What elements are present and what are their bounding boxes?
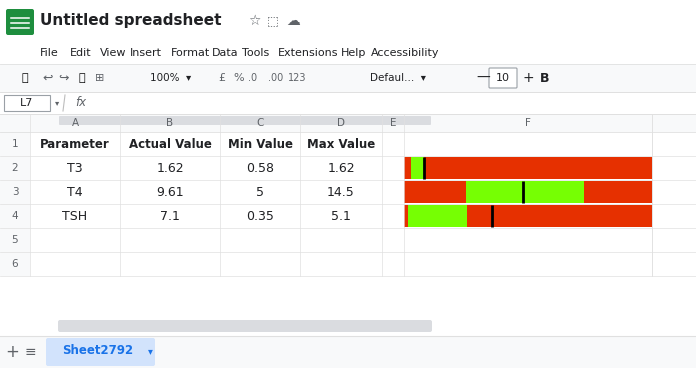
Text: ☁: ☁ <box>286 14 300 28</box>
FancyBboxPatch shape <box>0 228 30 252</box>
Text: Actual Value: Actual Value <box>129 138 212 151</box>
Text: 🖨: 🖨 <box>79 73 86 83</box>
Text: 0.58: 0.58 <box>246 162 274 174</box>
Text: C: C <box>256 118 264 128</box>
Text: Insert: Insert <box>130 48 162 58</box>
Text: Accessibility: Accessibility <box>370 48 439 58</box>
Text: B: B <box>540 71 550 85</box>
Text: ▾: ▾ <box>148 346 153 356</box>
Text: Edit: Edit <box>70 48 92 58</box>
Text: 5: 5 <box>12 235 18 245</box>
Text: Extensions: Extensions <box>278 48 338 58</box>
Text: ⊞: ⊞ <box>95 73 104 83</box>
FancyBboxPatch shape <box>466 181 584 203</box>
Text: Parameter: Parameter <box>40 138 110 151</box>
FancyBboxPatch shape <box>404 205 409 227</box>
FancyBboxPatch shape <box>0 42 696 64</box>
Text: 2: 2 <box>12 163 18 173</box>
Text: 100%  ▾: 100% ▾ <box>150 73 191 83</box>
FancyBboxPatch shape <box>467 205 652 227</box>
Text: Max Value: Max Value <box>307 138 375 151</box>
FancyBboxPatch shape <box>58 320 432 332</box>
Text: Min Value: Min Value <box>228 138 292 151</box>
Text: 5: 5 <box>256 185 264 198</box>
Text: +: + <box>5 343 19 361</box>
Text: T4: T4 <box>68 185 83 198</box>
Text: 4: 4 <box>12 211 18 221</box>
FancyBboxPatch shape <box>0 204 30 228</box>
Text: 7.1: 7.1 <box>160 209 180 223</box>
FancyBboxPatch shape <box>6 9 34 35</box>
FancyBboxPatch shape <box>404 181 466 203</box>
FancyBboxPatch shape <box>0 132 30 156</box>
Text: Tools: Tools <box>242 48 269 58</box>
Text: +: + <box>522 71 534 85</box>
FancyBboxPatch shape <box>0 114 696 132</box>
Text: £: £ <box>218 73 225 83</box>
Text: TSH: TSH <box>63 209 88 223</box>
Text: F: F <box>525 118 531 128</box>
Text: Help: Help <box>340 48 366 58</box>
Text: Format: Format <box>171 48 210 58</box>
FancyBboxPatch shape <box>0 0 696 42</box>
Text: 0.35: 0.35 <box>246 209 274 223</box>
Text: 1.62: 1.62 <box>327 162 355 174</box>
Text: 🔍: 🔍 <box>22 73 29 83</box>
FancyBboxPatch shape <box>0 64 696 92</box>
Text: —: — <box>476 71 490 85</box>
FancyBboxPatch shape <box>409 205 467 227</box>
FancyBboxPatch shape <box>424 157 652 179</box>
Text: D: D <box>337 118 345 128</box>
Text: 1.62: 1.62 <box>156 162 184 174</box>
FancyBboxPatch shape <box>4 95 50 111</box>
Text: View: View <box>100 48 127 58</box>
Text: 123: 123 <box>288 73 306 83</box>
Text: fx: fx <box>75 96 86 110</box>
Text: Data: Data <box>212 48 239 58</box>
Text: ▾: ▾ <box>55 99 59 107</box>
Text: ≡: ≡ <box>24 345 35 359</box>
Text: Defaul...  ▾: Defaul... ▾ <box>370 73 426 83</box>
FancyBboxPatch shape <box>411 157 424 179</box>
Text: L7: L7 <box>20 98 33 108</box>
FancyBboxPatch shape <box>59 116 431 125</box>
FancyBboxPatch shape <box>584 181 652 203</box>
Text: A: A <box>72 118 79 128</box>
Text: File: File <box>40 48 58 58</box>
FancyBboxPatch shape <box>0 180 30 204</box>
FancyBboxPatch shape <box>0 252 30 276</box>
Text: ☆: ☆ <box>248 14 260 28</box>
Text: %: % <box>233 73 244 83</box>
Text: ↩: ↩ <box>42 71 54 85</box>
FancyBboxPatch shape <box>46 338 155 366</box>
Text: ⬚: ⬚ <box>267 14 279 28</box>
Text: .0: .0 <box>248 73 257 83</box>
Text: 5.1: 5.1 <box>331 209 351 223</box>
FancyBboxPatch shape <box>0 156 30 180</box>
Text: E: E <box>390 118 396 128</box>
Text: ↪: ↪ <box>58 71 69 85</box>
Text: 10: 10 <box>496 73 510 83</box>
Text: 14.5: 14.5 <box>327 185 355 198</box>
FancyBboxPatch shape <box>489 68 517 88</box>
Text: 3: 3 <box>12 187 18 197</box>
Text: 9.61: 9.61 <box>156 185 184 198</box>
Text: T3: T3 <box>68 162 83 174</box>
Text: 6: 6 <box>12 259 18 269</box>
Text: B: B <box>166 118 173 128</box>
Text: Untitled spreadsheet: Untitled spreadsheet <box>40 14 221 28</box>
FancyBboxPatch shape <box>404 157 411 179</box>
Text: .00: .00 <box>268 73 283 83</box>
Text: Sheet2792: Sheet2792 <box>63 344 134 357</box>
FancyBboxPatch shape <box>0 336 696 368</box>
Text: 1: 1 <box>12 139 18 149</box>
FancyBboxPatch shape <box>0 92 696 114</box>
